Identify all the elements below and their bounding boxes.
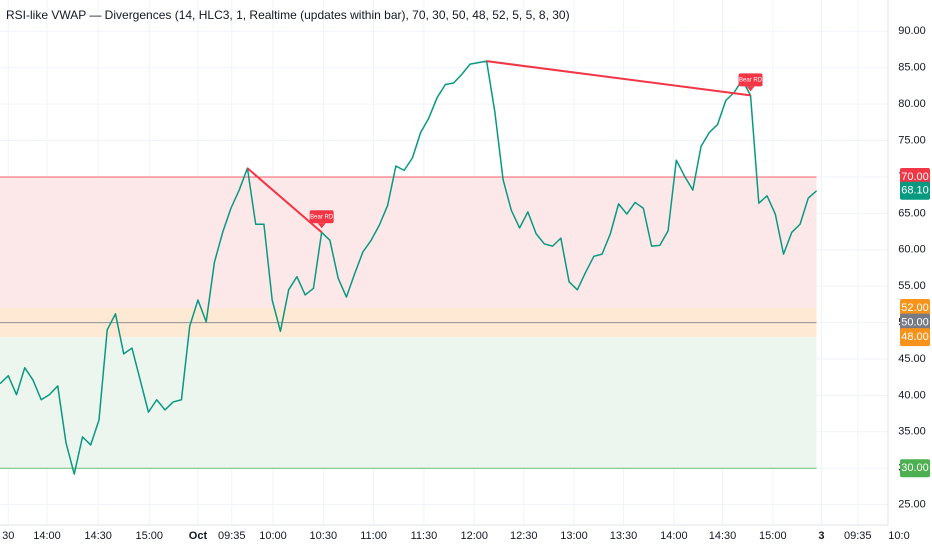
- x-tick-label: 12:30: [510, 530, 538, 542]
- x-tick-label: 11:00: [360, 530, 387, 542]
- level-label: 30.00: [901, 462, 929, 474]
- y-tick-label: 25.00: [898, 499, 926, 511]
- y-tick-label: 85.00: [898, 62, 926, 74]
- x-tick-label: 30: [2, 530, 14, 542]
- divergence-label: Bear RD: [739, 77, 763, 83]
- level-label: 50.00: [901, 316, 929, 328]
- y-tick-label: 80.00: [898, 98, 926, 110]
- y-tick-label: 60.00: [898, 244, 926, 256]
- level-box: [900, 313, 930, 332]
- y-tick-label: 35.00: [898, 426, 926, 438]
- zone: [0, 337, 817, 469]
- plot-area: Bear RD Bear RD: [0, 0, 888, 525]
- x-tick-label: 10:00: [259, 530, 287, 542]
- y-tick-label: 40.00: [898, 389, 926, 401]
- divergence-badge: [309, 210, 334, 224]
- divergence-line: [246, 167, 323, 234]
- level-label: 48.00: [901, 331, 929, 343]
- x-tick-label: 10:30: [310, 530, 338, 542]
- x-tick-label: 14:30: [709, 530, 737, 542]
- series-line: [0, 60, 818, 475]
- level-box: [900, 167, 930, 186]
- divergence-line: [486, 60, 751, 97]
- x-tick-label: 15:00: [136, 530, 164, 542]
- x-tick-label: 3: [818, 530, 824, 542]
- y-tick-label: 90.00: [898, 25, 926, 37]
- y-tick-label: 75.00: [898, 134, 926, 146]
- level-label: 52.00: [901, 302, 929, 314]
- x-tick-label: 15:00: [759, 530, 787, 542]
- divergence-label: Bear RD: [310, 214, 334, 220]
- zone: [0, 176, 817, 309]
- x-tick-label: 13:30: [610, 530, 638, 542]
- x-tick-label: 13:00: [560, 530, 588, 542]
- level-box: [900, 328, 930, 347]
- divergence-pointer: [317, 223, 326, 229]
- x-tick-label: 14:00: [33, 530, 61, 542]
- divergence-badge: [738, 73, 763, 87]
- x-tick-label: Oct: [189, 530, 208, 542]
- y-tick-label: 65.00: [898, 207, 926, 219]
- chart-title: RSI-like VWAP — Divergences (14, HLC3, 1…: [6, 8, 570, 22]
- x-tick-label: 10:0: [888, 530, 909, 542]
- y-tick-label: 55.00: [898, 280, 926, 292]
- x-tick-label: 14:00: [660, 530, 688, 542]
- y-tick-label: 45.00: [898, 353, 926, 365]
- level-box: [900, 459, 930, 478]
- x-tick-label: 12:00: [460, 530, 488, 542]
- x-tick-label: 11:30: [411, 530, 438, 542]
- level-label: 70.00: [901, 171, 929, 183]
- divergence-pointer: [746, 86, 755, 92]
- x-tick-label: 14:30: [84, 530, 112, 542]
- last-value-box: [900, 181, 930, 200]
- x-tick-label: 09:35: [218, 530, 246, 542]
- last-value-label: 68.10: [901, 185, 929, 197]
- x-tick-label: 09:35: [844, 530, 872, 542]
- level-box: [900, 299, 930, 318]
